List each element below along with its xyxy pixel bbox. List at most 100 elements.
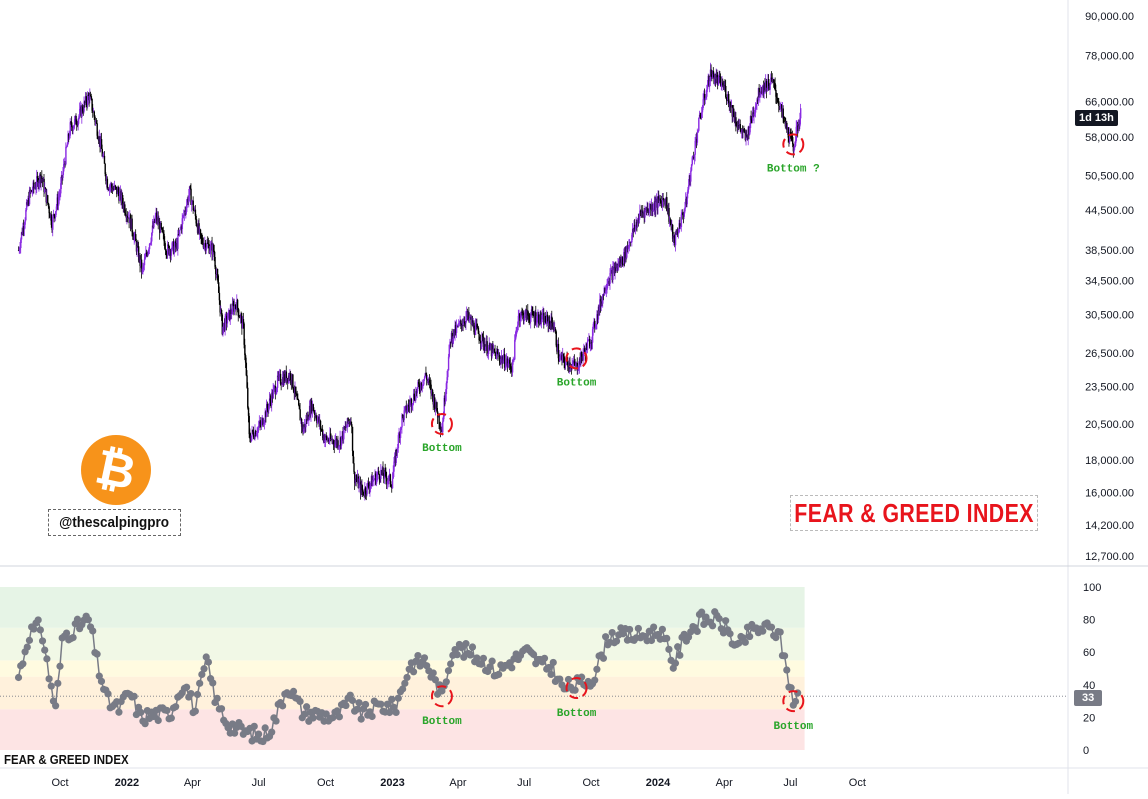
candle-body <box>157 217 160 225</box>
candle <box>330 435 333 440</box>
candle-body <box>127 217 130 219</box>
candle <box>702 93 704 111</box>
candle-body <box>329 433 331 442</box>
candle <box>407 403 409 414</box>
candle-body <box>714 79 717 83</box>
candle <box>444 391 446 407</box>
candle-body <box>715 74 718 83</box>
fear-greed-point <box>348 696 357 704</box>
candle <box>225 312 227 323</box>
candle-body <box>119 192 121 201</box>
candle <box>511 359 514 377</box>
candle-body <box>355 478 357 480</box>
candle <box>450 341 452 349</box>
candle <box>687 186 689 199</box>
candle-body <box>589 339 591 348</box>
candle <box>669 215 671 227</box>
candle-body <box>346 426 348 429</box>
fear-greed-point <box>204 658 213 666</box>
candle-body <box>774 83 776 90</box>
index-bottom-marker-circle <box>782 690 805 713</box>
candle-body <box>271 392 274 399</box>
candle <box>214 251 216 270</box>
candle <box>594 323 597 330</box>
candle-body <box>142 266 144 269</box>
candle <box>693 154 696 165</box>
candle <box>138 252 141 264</box>
candle-body <box>245 362 248 376</box>
candle <box>684 201 686 214</box>
candle-body <box>457 325 459 327</box>
candle <box>748 125 750 140</box>
candle <box>201 234 204 245</box>
candle-body <box>393 461 395 472</box>
candle-body <box>647 211 650 214</box>
candle <box>562 353 565 363</box>
candle <box>147 249 149 257</box>
candle <box>745 130 747 146</box>
candle-body <box>428 379 431 383</box>
candle-body <box>578 367 580 370</box>
candle <box>45 188 47 207</box>
candle-body <box>209 250 211 254</box>
candle <box>480 343 483 350</box>
candle-body <box>575 362 578 364</box>
candle <box>335 433 337 448</box>
candle <box>113 185 115 191</box>
candle <box>240 311 242 323</box>
candle-body <box>65 146 68 148</box>
candle-body <box>71 122 73 128</box>
candle-body <box>250 435 253 442</box>
candle <box>789 128 792 139</box>
candle-body <box>348 421 350 423</box>
candle-body <box>102 156 104 157</box>
candle-body <box>571 364 573 369</box>
fear-greed-point <box>47 682 55 690</box>
candle-body <box>27 198 29 205</box>
candle <box>589 343 592 352</box>
candle-body <box>266 404 268 418</box>
candle-body <box>215 266 217 275</box>
candle-body <box>335 438 337 442</box>
candle-body <box>586 341 589 351</box>
candle-body <box>671 224 673 227</box>
candle-body <box>132 232 134 237</box>
candle <box>177 227 180 236</box>
candle-body <box>230 309 232 315</box>
candle <box>354 473 357 486</box>
candle <box>733 112 736 124</box>
candle <box>546 310 548 327</box>
candle-body <box>298 399 300 406</box>
candle <box>248 413 250 438</box>
candle-body <box>578 358 581 368</box>
candle <box>39 172 41 190</box>
candle <box>367 477 370 489</box>
candle-body <box>492 348 495 350</box>
candle <box>563 352 565 369</box>
candle-body <box>25 209 27 221</box>
fear-greed-point <box>268 728 276 736</box>
candle <box>423 379 425 386</box>
candle-body <box>315 414 317 420</box>
fear-greed-point <box>357 715 365 723</box>
candle <box>693 151 695 160</box>
candle-body <box>321 429 323 431</box>
candle-body <box>703 93 705 100</box>
candle <box>292 374 294 390</box>
candle-body <box>251 429 253 436</box>
candle-body <box>471 319 473 325</box>
candle <box>786 124 789 135</box>
candle <box>379 476 381 483</box>
candle-body <box>503 353 506 368</box>
candle <box>302 421 304 436</box>
candle-body <box>765 80 768 92</box>
candle-body <box>674 237 676 246</box>
candle <box>579 352 581 366</box>
candle <box>473 320 475 335</box>
candle-body <box>630 242 632 243</box>
candle-body <box>493 348 496 352</box>
fear-greed-point <box>780 652 789 660</box>
candle-body <box>704 98 707 101</box>
